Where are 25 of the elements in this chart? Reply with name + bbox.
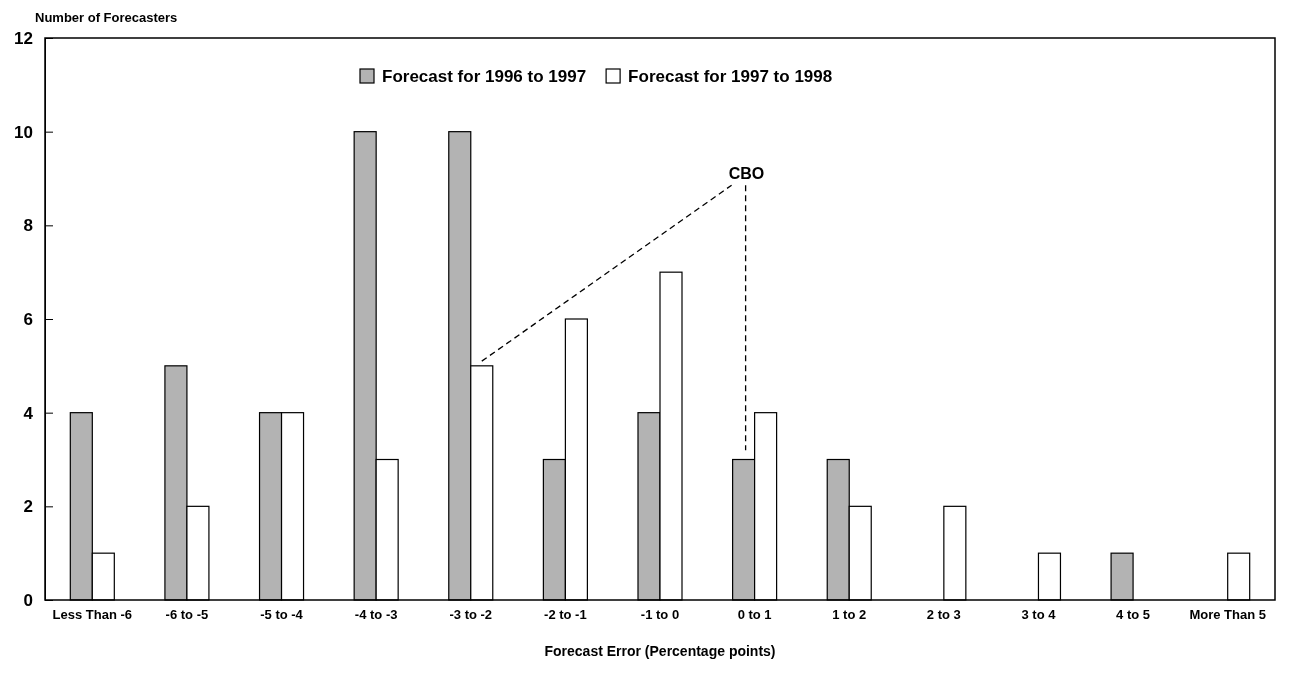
x-axis-title: Forecast Error (Percentage points)	[544, 643, 776, 659]
x-tick-label: -1 to 0	[640, 606, 680, 622]
annotation: CBO	[728, 165, 765, 183]
x-tick-label: -3 to -2	[449, 606, 493, 622]
x-tick-label: -2 to -1	[544, 606, 587, 622]
y-tick-label: 2	[23, 497, 33, 517]
x-tick-label: 2 to 3	[926, 606, 961, 622]
x-tick-label: 3 to 4	[1021, 606, 1057, 622]
legend-label: Forecast for 1997 to 1998	[628, 67, 833, 86]
x-tick-label: -4 to -3	[354, 606, 398, 622]
y-tick-label: 8	[23, 216, 33, 236]
x-tick-label: -6 to -5	[165, 606, 209, 622]
x-tick-label: 4 to 5	[1116, 606, 1151, 622]
y-tick-label: 6	[23, 309, 33, 329]
legend-label: Forecast for 1996 to 1997	[382, 67, 587, 86]
y-tick-label: 12	[14, 28, 33, 48]
x-tick-label: Less Than -6	[52, 606, 133, 622]
x-tick-label: 1 to 2	[832, 606, 867, 622]
y-axis-title: Number of Forecasters	[35, 10, 178, 25]
x-tick-label: -5 to -4	[260, 606, 304, 622]
y-tick-label: 4	[23, 403, 34, 423]
y-tick-label: 0	[23, 590, 33, 610]
x-tick-label: More Than 5	[1189, 606, 1266, 622]
y-tick-label: 10	[14, 122, 33, 142]
x-tick-label: 0 to 1	[737, 606, 772, 622]
